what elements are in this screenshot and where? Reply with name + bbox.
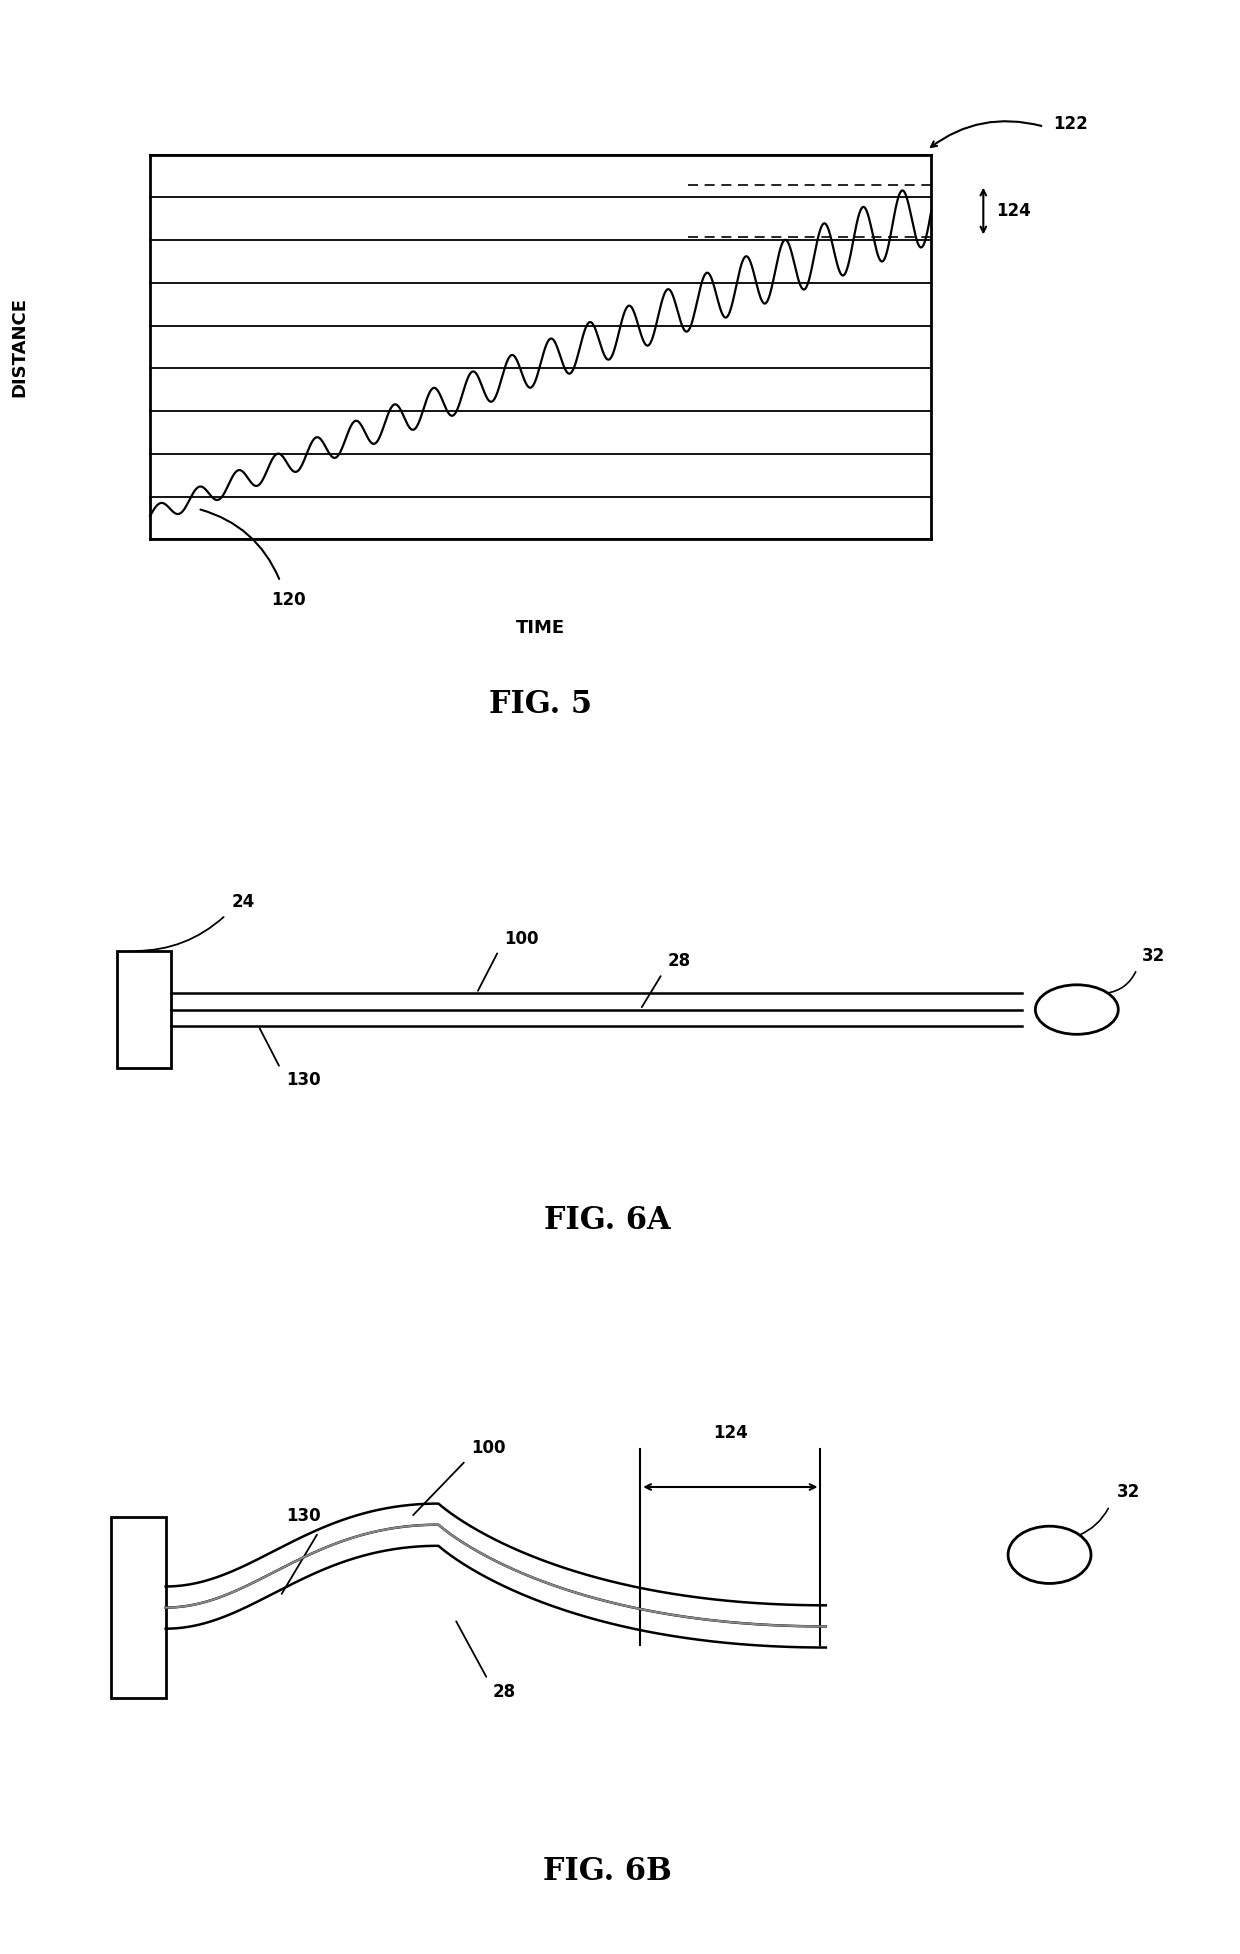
Text: 120: 120 — [272, 590, 306, 610]
Text: 28: 28 — [494, 1682, 516, 1700]
Text: 124: 124 — [997, 201, 1032, 221]
Text: 100: 100 — [471, 1438, 506, 1458]
Text: 28: 28 — [667, 952, 691, 971]
Text: 32: 32 — [1117, 1483, 1141, 1501]
Text: 100: 100 — [503, 930, 538, 948]
Bar — [117, 952, 171, 1069]
Text: 32: 32 — [1142, 948, 1166, 965]
Text: 124: 124 — [713, 1424, 748, 1442]
Text: 130: 130 — [285, 1507, 320, 1524]
Text: DISTANCE: DISTANCE — [11, 297, 29, 397]
Text: FIG. 6B: FIG. 6B — [543, 1856, 672, 1888]
Text: FIG. 5: FIG. 5 — [489, 690, 593, 721]
Text: TIME: TIME — [516, 619, 565, 637]
Text: FIG. 6A: FIG. 6A — [544, 1206, 671, 1237]
Bar — [112, 1516, 166, 1698]
Text: 130: 130 — [285, 1071, 320, 1090]
Text: 122: 122 — [1053, 115, 1087, 133]
Text: 24: 24 — [231, 893, 254, 911]
